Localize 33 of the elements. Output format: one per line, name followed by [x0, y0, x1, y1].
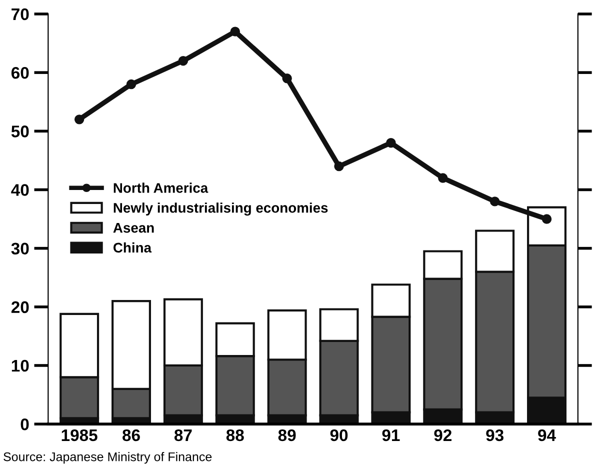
y-tick-label: 0 [20, 418, 29, 430]
y-tick-label: 10 [12, 360, 29, 372]
x-tick-label: 86 [122, 429, 140, 442]
x-tick-label: 1985 [62, 429, 98, 442]
x-tick-label: 94 [538, 429, 556, 442]
point [386, 138, 396, 148]
point [282, 74, 292, 84]
y-tick-label: 60 [11, 66, 29, 79]
source-note: Source: Japanese Ministry of Finance [4, 452, 212, 464]
point [490, 196, 500, 206]
x-tick-label: 91 [382, 429, 400, 442]
y-tick-label: 20 [11, 301, 29, 314]
point [178, 56, 188, 66]
y-tick-label: 50 [11, 126, 29, 138]
x-tick-label: 93 [486, 429, 504, 442]
x-tick-label: 90 [330, 429, 348, 442]
legend-label: China [113, 242, 152, 253]
legend-label: Newly industrialising economies [114, 202, 328, 216]
legend-label: North America [114, 182, 208, 193]
point [230, 26, 240, 36]
y-tick-label: 40 [11, 184, 29, 196]
x-tick-label: 88 [226, 429, 244, 442]
point [438, 173, 448, 183]
point [126, 79, 136, 90]
point [542, 214, 552, 224]
y-tick-label: 30 [11, 242, 29, 255]
point [74, 114, 84, 124]
y-tick-label: 70 [12, 8, 29, 20]
x-tick-label: 92 [434, 429, 452, 442]
x-tick-label: 87 [174, 429, 192, 442]
x-tick-label: 89 [278, 429, 296, 442]
legend-label: Asean [113, 223, 154, 233]
point [334, 161, 344, 172]
